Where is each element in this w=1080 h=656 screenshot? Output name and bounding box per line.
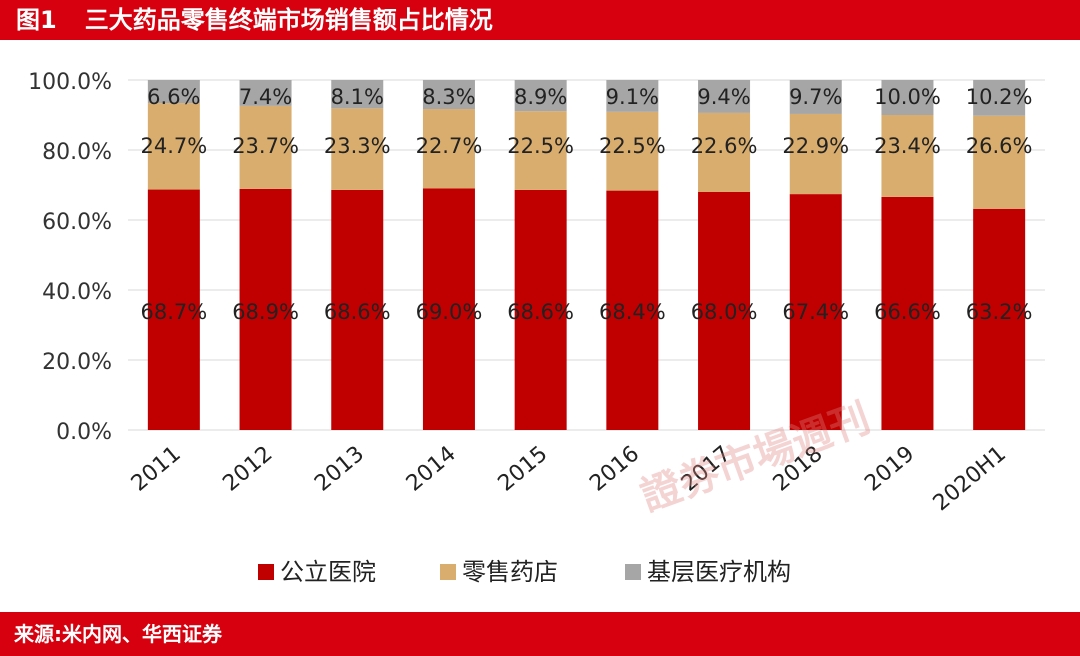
bar-segment [514,80,567,112]
legend-label: 零售药店 [462,558,558,586]
bar-segment [331,108,384,190]
data-label: 10.0% [874,85,941,109]
bar-segment [147,189,200,430]
legend-swatch [258,564,274,580]
bar-segment [422,80,475,110]
data-label: 9.4% [697,85,750,109]
x-tick-label: 2011 [127,441,186,496]
bar-segment [422,188,475,430]
bar-segment [239,80,292,106]
bar-segment [789,113,842,195]
y-tick-label: 40.0% [42,280,112,305]
data-label: 23.3% [324,134,391,158]
bar-segment [881,196,934,430]
bar-segment [147,103,200,190]
data-label: 68.4% [599,300,666,324]
y-tick-label: 0.0% [56,420,112,445]
source-bar: 来源:米内网、华西证券 [0,612,1080,656]
stacked-bar-chart: 0.0% 20.0% 40.0% 60.0% 80.0% 100.0% 68.7% 24.7%… [28,70,1045,586]
x-tick-label: 2012 [218,441,277,496]
y-tick-label: 20.0% [42,350,112,375]
data-label: 69.0% [416,300,483,324]
bar-segment [239,105,292,189]
data-label: 6.6% [147,85,200,109]
x-tick-label: 2020H1 [929,441,1011,516]
data-label: 66.6% [874,300,941,324]
watermark-text: 證券市場週刊 [635,395,876,520]
data-label: 63.2% [966,300,1033,324]
bar-segment [698,192,751,430]
bar-segment [331,80,384,109]
data-label: 22.7% [416,134,483,158]
data-label: 22.9% [782,134,849,158]
bar-segment [606,80,659,112]
x-tick-label: 2014 [402,441,461,496]
data-label: 22.5% [599,134,666,158]
bar-segment [973,80,1026,116]
data-label: 8.9% [514,85,567,109]
data-label: 67.4% [782,300,849,324]
y-tick-label: 60.0% [42,210,112,235]
bar-segment [606,111,659,191]
data-label: 9.1% [606,85,659,109]
bar-segment [973,208,1026,430]
bar-segment [606,190,659,430]
bar-segment [239,188,292,430]
data-label: 23.7% [232,134,299,158]
bar-segment [881,80,934,115]
x-tick-label: 2019 [860,441,919,496]
data-label: 26.6% [966,134,1033,158]
data-label: 68.9% [232,300,299,324]
x-tick-label: 2015 [494,441,553,496]
data-label: 23.4% [874,134,941,158]
data-label: 8.1% [331,85,384,109]
bar-segment [331,189,384,430]
legend-label: 公立医院 [280,558,376,586]
legend-label: 基层医疗机构 [647,558,791,586]
data-label: 68.6% [324,300,391,324]
bar-segment [973,115,1026,209]
figure-label: 图1 [16,6,57,34]
bar-segment [789,80,842,114]
bar-segment [881,115,934,197]
data-label: 24.7% [140,134,207,158]
legend-swatch [440,564,456,580]
bar-segment [698,80,751,113]
bar-segment [147,80,200,104]
y-tick-label: 100.0% [28,70,112,95]
data-label: 68.7% [140,300,207,324]
chart-area: 0.0% 20.0% 40.0% 60.0% 80.0% 100.0% 68.7% 24.7%… [0,40,1080,612]
bar-segment [514,111,567,190]
data-label: 22.5% [507,134,574,158]
data-label: 9.7% [789,85,842,109]
bar-segment [422,109,475,189]
data-label: 8.3% [422,85,475,109]
source-note: 来源:米内网、华西证券 [14,622,222,646]
data-label: 68.0% [691,300,758,324]
data-label: 10.2% [966,85,1033,109]
bar-segment [514,189,567,430]
data-label: 68.6% [507,300,574,324]
chart-title: 三大药品零售终端市场销售额占比情况 [84,6,493,34]
y-tick-label: 80.0% [42,140,112,165]
data-label: 7.4% [239,85,292,109]
x-tick-label: 2013 [310,441,369,496]
bar-segment [698,112,751,192]
x-tick-label: 2016 [585,441,644,496]
figure-title-bar: 图1 三大药品零售终端市场销售额占比情况 [0,0,1080,40]
data-label: 22.6% [691,134,758,158]
legend-swatch [625,564,641,580]
bar-segment [789,194,842,430]
